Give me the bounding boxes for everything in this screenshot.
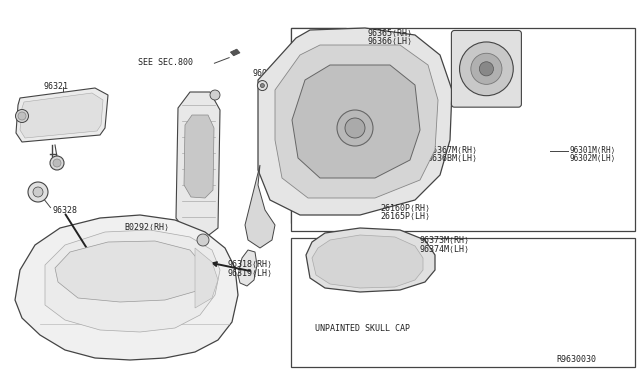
Circle shape xyxy=(210,90,220,100)
Bar xyxy=(291,28,635,231)
Polygon shape xyxy=(306,228,435,292)
Polygon shape xyxy=(176,92,220,238)
Text: 96373M⟨RH⟩: 96373M⟨RH⟩ xyxy=(419,236,469,245)
Circle shape xyxy=(28,182,48,202)
Text: B0292⟨RH⟩: B0292⟨RH⟩ xyxy=(125,223,170,232)
FancyBboxPatch shape xyxy=(291,28,346,223)
Text: 96318⟨RH⟩: 96318⟨RH⟩ xyxy=(227,260,272,269)
Text: 96366⟨LH⟩: 96366⟨LH⟩ xyxy=(368,37,413,46)
Text: B0293⟨LH⟩: B0293⟨LH⟩ xyxy=(125,232,170,241)
Text: 96301M⟨RH⟩: 96301M⟨RH⟩ xyxy=(570,146,616,155)
Circle shape xyxy=(345,118,365,138)
Circle shape xyxy=(53,159,61,167)
Text: 96328: 96328 xyxy=(52,206,77,215)
Polygon shape xyxy=(184,115,214,198)
Polygon shape xyxy=(292,65,420,178)
Circle shape xyxy=(50,156,64,170)
Circle shape xyxy=(337,110,373,146)
Polygon shape xyxy=(55,241,205,302)
Text: 26165P⟨LH⟩: 26165P⟨LH⟩ xyxy=(381,212,431,221)
Text: 26160P⟨RH⟩: 26160P⟨RH⟩ xyxy=(381,204,431,213)
Polygon shape xyxy=(258,28,452,215)
Text: R9630030: R9630030 xyxy=(557,355,596,364)
Polygon shape xyxy=(238,250,257,286)
Circle shape xyxy=(33,187,43,197)
Polygon shape xyxy=(15,215,238,360)
Circle shape xyxy=(257,81,268,90)
Polygon shape xyxy=(20,93,103,138)
Circle shape xyxy=(479,62,493,76)
Polygon shape xyxy=(275,45,438,198)
Circle shape xyxy=(197,234,209,246)
Text: SEE SEC.800: SEE SEC.800 xyxy=(138,58,193,67)
Ellipse shape xyxy=(15,109,29,122)
Ellipse shape xyxy=(18,112,26,120)
Circle shape xyxy=(460,42,513,96)
Text: UNPAINTED SKULL CAP: UNPAINTED SKULL CAP xyxy=(315,324,410,333)
Polygon shape xyxy=(195,248,218,308)
Bar xyxy=(291,238,635,367)
Polygon shape xyxy=(312,235,423,288)
Text: 96319⟨LH⟩: 96319⟨LH⟩ xyxy=(227,269,272,278)
Circle shape xyxy=(260,84,264,87)
Polygon shape xyxy=(45,230,220,332)
Circle shape xyxy=(471,53,502,84)
Text: 96367M⟨RH⟩: 96367M⟨RH⟩ xyxy=(428,146,477,155)
Text: 9636BM⟨LH⟩: 9636BM⟨LH⟩ xyxy=(428,154,477,163)
Text: 96321: 96321 xyxy=(44,82,68,91)
Text: 96010Q: 96010Q xyxy=(253,69,283,78)
Polygon shape xyxy=(230,49,240,56)
Text: 96374M⟨LH⟩: 96374M⟨LH⟩ xyxy=(419,245,469,254)
Text: 96302M⟨LH⟩: 96302M⟨LH⟩ xyxy=(570,154,616,163)
Text: 96365⟨RH⟩: 96365⟨RH⟩ xyxy=(368,29,413,38)
Polygon shape xyxy=(16,88,108,142)
Polygon shape xyxy=(245,165,275,248)
FancyBboxPatch shape xyxy=(451,31,522,107)
